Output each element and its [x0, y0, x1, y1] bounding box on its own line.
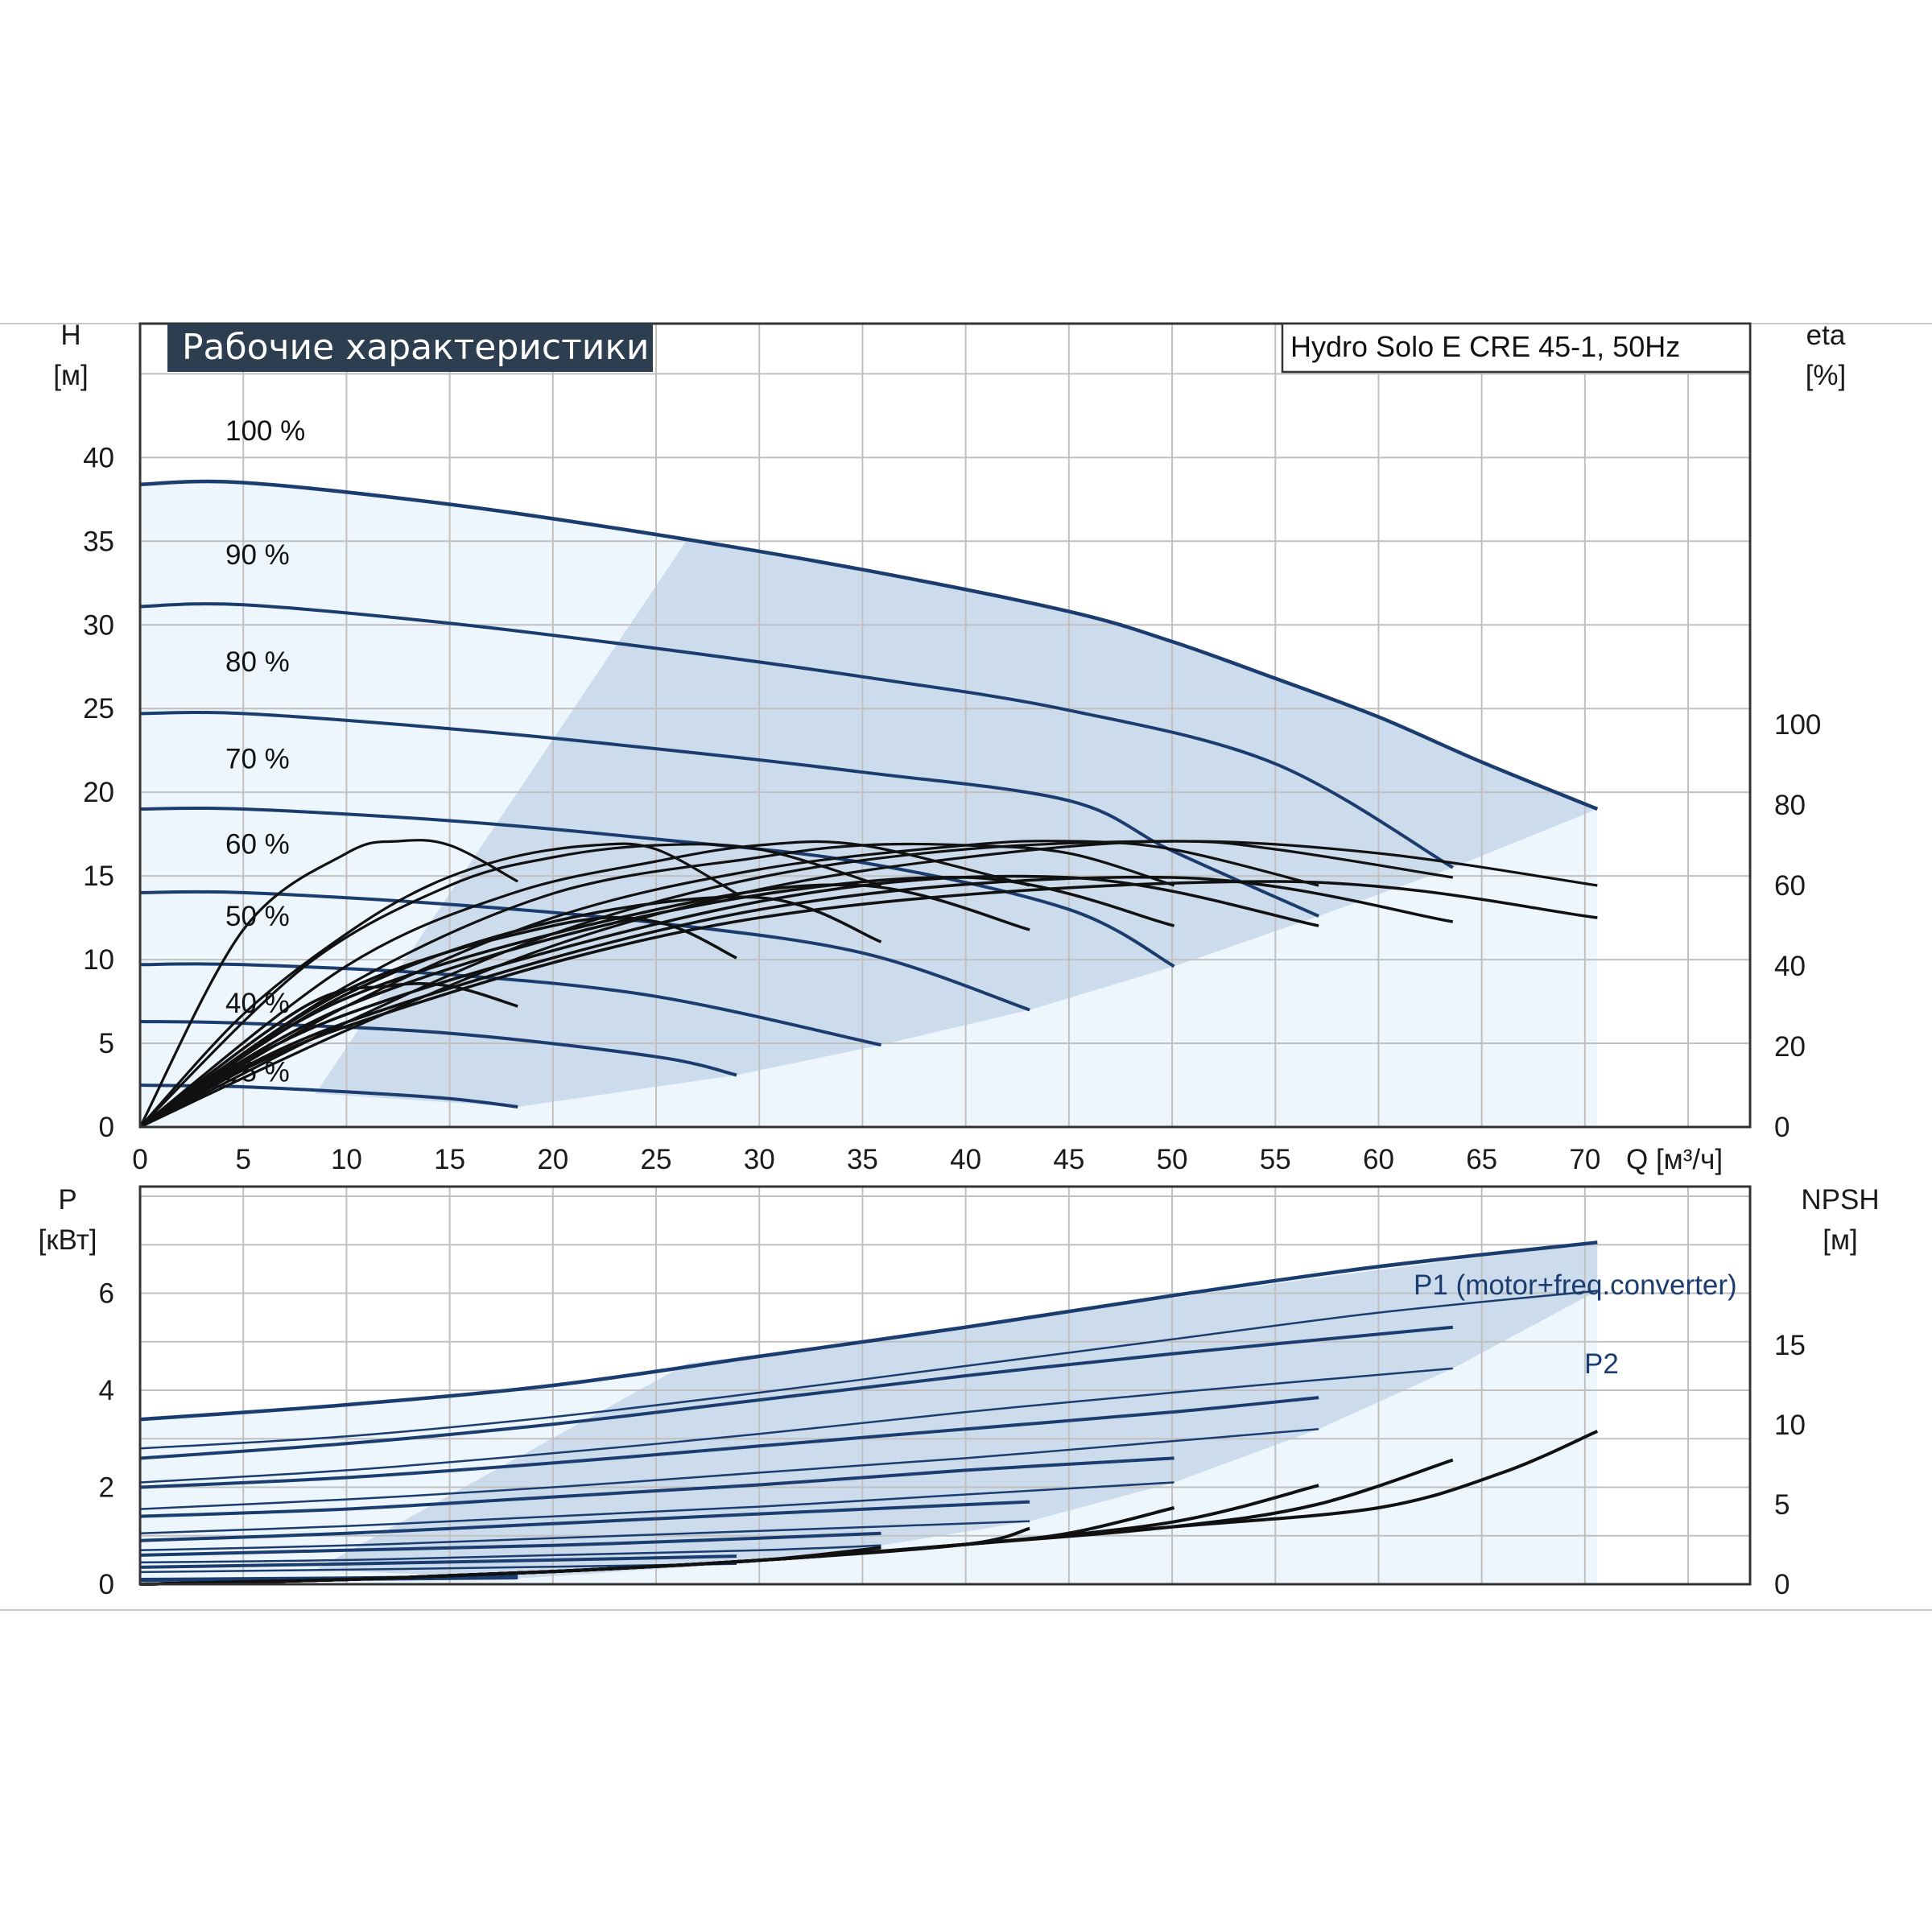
efficiency-curve: [138, 839, 518, 1128]
speed-label: 90 %: [225, 539, 290, 571]
y2-axis-label: eta: [1806, 320, 1846, 351]
power-axis-label: P: [58, 1184, 76, 1216]
p1-curve: [139, 1500, 1030, 1542]
npsh-tick-label: 5: [1774, 1489, 1790, 1521]
y-tick-label: 35: [83, 526, 114, 557]
x-tick-label: 10: [331, 1144, 362, 1175]
speed-curve: [139, 890, 1030, 1012]
y2-tick-label: 80: [1774, 790, 1806, 821]
x-tick-label: 45: [1053, 1144, 1084, 1175]
overall-efficiency-curve: [139, 875, 1175, 1129]
y-axis-label: H: [60, 320, 80, 351]
x-tick-label: 15: [434, 1144, 465, 1175]
p1-curve: [139, 1554, 737, 1569]
y2-tick-label: 40: [1774, 951, 1806, 982]
head-efficiency-plot: 0 5 10 15 20 25 30 35 40 45 50 55 60 65 70 0 5 10 15 20 25 30…: [53, 320, 1846, 1175]
npsh-tick-label: 0: [1774, 1569, 1790, 1600]
x-axis-label: Q [м³/ч]: [1626, 1144, 1723, 1175]
power-npsh-plot: 0 2 4 6 0 5 10 15 P [кВт] NPSH [м] P1 (motor+fr…: [39, 1184, 1880, 1600]
x-tick-label: 50: [1157, 1144, 1188, 1175]
y-tick-label: 20: [83, 777, 114, 808]
speed-label: 40 %: [225, 988, 290, 1019]
efficiency-curve: [138, 843, 881, 1129]
y2-tick-label: 20: [1774, 1031, 1806, 1063]
speed-curve: [139, 479, 1599, 811]
x-tick-label: 70: [1569, 1144, 1600, 1175]
x-tick-label: 5: [235, 1144, 250, 1175]
y2-tick-label: 0: [1774, 1112, 1790, 1143]
x-tick-label: 35: [847, 1144, 878, 1175]
speed-label: 50 %: [225, 901, 290, 932]
y2-tick-label: 100: [1774, 709, 1821, 741]
p1-curve: [139, 1241, 1598, 1422]
overall-efficiency-curve: [139, 875, 1454, 1129]
y2-tick-label: 60: [1774, 870, 1806, 902]
p2-curve: [139, 1427, 1319, 1510]
npsh-tick-label: 15: [1774, 1330, 1806, 1361]
chart-title: Рабочие характеристики: [182, 327, 650, 368]
speed-label: 80 %: [225, 646, 290, 678]
bottom-axis-ticks: 0 2 4 6 0 5 10 15: [99, 1278, 1806, 1600]
efficiency-curves: [138, 839, 1598, 1129]
p1-curves: [139, 1241, 1598, 1581]
y-tick-label: 15: [83, 861, 114, 892]
top-plot-border: [138, 322, 1752, 1129]
p2-curve: [139, 1544, 881, 1564]
speed-label: 25 %: [225, 1056, 290, 1088]
p2-curve: [139, 1481, 1174, 1534]
p1-curve: [139, 1456, 1174, 1518]
p2-curve: [139, 1520, 1030, 1552]
y-axis-unit: [м]: [53, 360, 89, 391]
x-tick-label: 60: [1363, 1144, 1394, 1175]
y2-axis-unit: [%]: [1806, 360, 1847, 391]
p1-curve: [139, 1325, 1453, 1460]
top-axis-ticks: 0 5 10 15 20 25 30 35 40 45 50 55 60 65 70 0 5 10 15 20 25 30…: [83, 442, 1821, 1175]
power-axis-unit: [кВт]: [39, 1224, 97, 1256]
p2-curve: [139, 1367, 1453, 1484]
speed-curve: [139, 806, 1175, 968]
x-tick-label: 40: [950, 1144, 981, 1175]
x-tick-label: 25: [641, 1144, 672, 1175]
model-name: Hydro Solo E CRE 45-1, 50Hz: [1290, 330, 1680, 363]
power-tick-label: 0: [99, 1569, 114, 1600]
operating-band: [315, 539, 1598, 1107]
x-tick-label: 30: [744, 1144, 775, 1175]
power-tick-label: 4: [99, 1375, 114, 1406]
x-tick-label: 20: [537, 1144, 568, 1175]
speed-curve: [139, 1020, 737, 1077]
power-tick-label: 6: [99, 1278, 114, 1310]
y-tick-label: 5: [99, 1028, 114, 1059]
p1-series-label: P1 (motor+freq.converter): [1414, 1269, 1737, 1301]
x-tick-label: 65: [1466, 1144, 1497, 1175]
x-tick-label: 0: [132, 1144, 147, 1175]
npsh-tick-label: 10: [1774, 1410, 1806, 1441]
chart-title-box: [167, 324, 653, 372]
speed-label: 70 %: [225, 744, 290, 775]
speed-curve: [139, 602, 1454, 869]
bottom-grid: [140, 1187, 1750, 1584]
p1-curve: [139, 1531, 881, 1557]
y-tick-label: 10: [83, 944, 114, 976]
y-tick-label: 25: [83, 693, 114, 724]
npsh-axis-unit: [м]: [1823, 1224, 1858, 1256]
npsh-curve: [139, 1546, 881, 1586]
y-tick-label: 0: [99, 1112, 114, 1143]
model-box: [1281, 322, 1752, 374]
top-grid: [140, 324, 1750, 1127]
y-tick-label: 40: [83, 442, 114, 473]
p2-series-label: P2: [1584, 1348, 1619, 1380]
power-tick-label: 2: [99, 1472, 114, 1504]
p1-curve: [139, 1396, 1319, 1489]
npsh-curves: [139, 1430, 1599, 1586]
speed-label: 60 %: [225, 829, 290, 861]
overall-efficiency-curve: [139, 880, 1598, 1129]
p2-curve: [139, 1290, 1598, 1450]
speed-percentage-labels: 100 % 90 % 80 % 70 % 60 % 50 % 40 % 25 %: [225, 415, 305, 1088]
speed-label: 100 %: [225, 415, 305, 447]
npsh-axis-label: NPSH: [1801, 1184, 1879, 1216]
y-tick-label: 30: [83, 609, 114, 641]
x-tick-label: 55: [1260, 1144, 1291, 1175]
bottom-plot-border: [138, 1185, 1752, 1586]
